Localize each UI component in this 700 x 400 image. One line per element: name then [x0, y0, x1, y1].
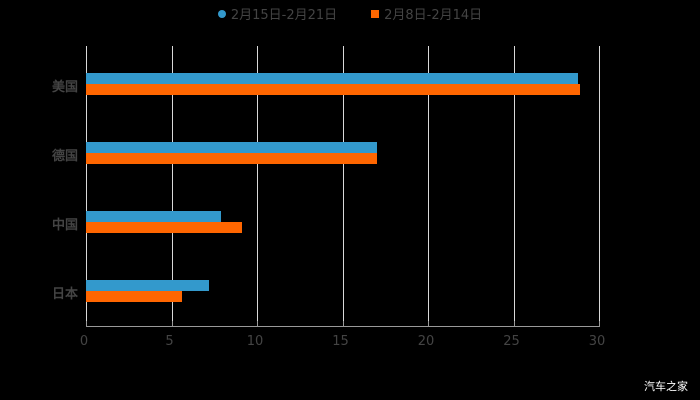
gridline — [342, 46, 344, 326]
gridline — [86, 46, 87, 326]
gridline — [513, 46, 515, 326]
x-tick — [599, 321, 600, 327]
category-label-germany: 德国 — [51, 149, 78, 164]
gridline — [428, 46, 429, 326]
bar-series1[interactable] — [86, 73, 579, 84]
x-tick-label: 25 — [503, 334, 520, 349]
gridline — [257, 46, 258, 326]
gridline — [171, 46, 173, 326]
x-tick — [513, 321, 515, 327]
x-tick-label: 0 — [79, 334, 89, 349]
x-tick — [257, 321, 258, 327]
bar-series1[interactable] — [86, 142, 377, 153]
x-tick-label: 10 — [246, 334, 264, 349]
series1-marker-icon — [217, 9, 226, 18]
category-label-usa: 美国 — [51, 80, 78, 95]
category-label-china: 中国 — [51, 218, 78, 233]
bar-series2[interactable] — [86, 291, 182, 302]
x-tick — [171, 321, 173, 327]
x-tick-label: 5 — [165, 334, 174, 349]
legend-item-series1[interactable]: 2月15日-2月21日 — [217, 4, 338, 23]
watermark: 汽车之家 — [644, 380, 688, 393]
bar-series2[interactable] — [86, 84, 581, 95]
legend-label-series1: 2月15日-2月21日 — [230, 8, 338, 23]
x-tick — [342, 321, 344, 327]
chart-legend: 2月15日-2月21日 2月8日-2月14日 — [0, 4, 700, 23]
plot-area — [86, 46, 600, 326]
x-tick — [86, 321, 87, 327]
bar-series2[interactable] — [86, 222, 242, 233]
x-tick-label: 20 — [417, 334, 435, 349]
bar-series1[interactable] — [86, 211, 222, 222]
x-tick — [428, 321, 429, 327]
legend-item-series2[interactable]: 2月8日-2月14日 — [371, 4, 482, 23]
gridline — [599, 46, 600, 326]
bar-series1[interactable] — [86, 280, 210, 291]
x-tick-label: 30 — [588, 334, 606, 349]
category-label-japan: 日本 — [51, 287, 78, 302]
legend-label-series2: 2月8日-2月14日 — [384, 8, 483, 23]
bar-series2[interactable] — [86, 153, 377, 164]
series2-marker-icon — [371, 9, 380, 18]
x-tick-label: 15 — [332, 334, 349, 349]
